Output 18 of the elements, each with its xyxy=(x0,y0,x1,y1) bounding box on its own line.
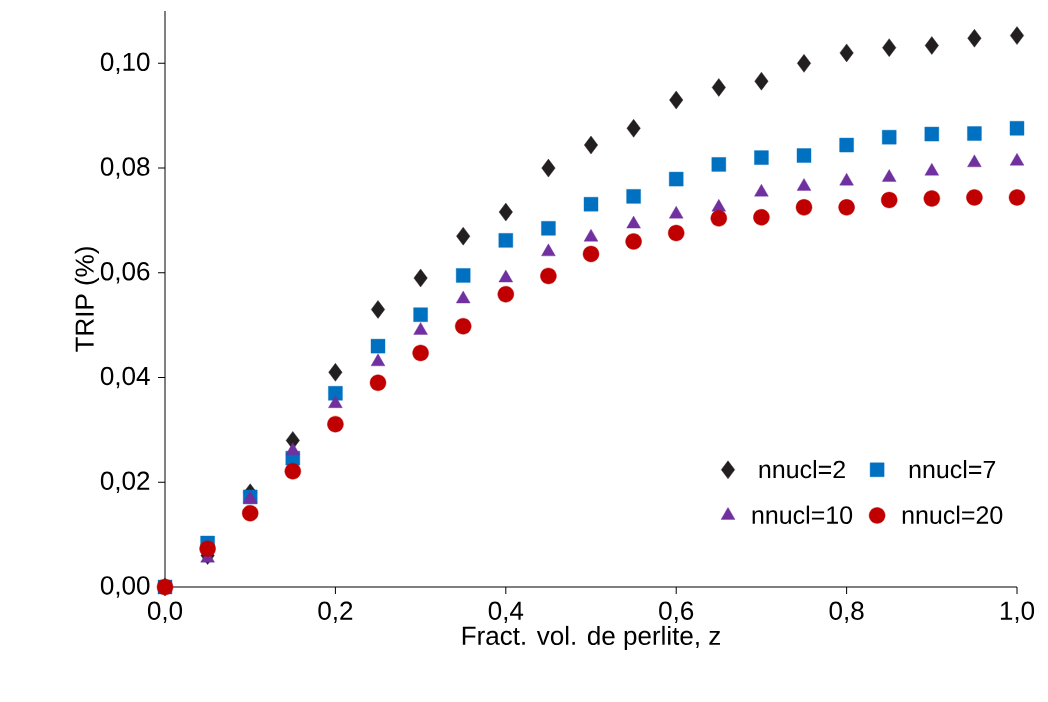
x-tick-label: 1,0 xyxy=(1000,601,1035,624)
legend-label: nnucl=20 xyxy=(902,505,1003,524)
x-axis-title: Fract. vol. de perlite, z xyxy=(462,625,720,651)
x-tick-label: 0,4 xyxy=(488,601,524,624)
x-tick-label: 0,2 xyxy=(318,601,353,624)
y-tick-label: 0,06 xyxy=(100,262,150,284)
y-axis-title: TRIP (%) xyxy=(74,247,99,352)
y-tick-label: 0,02 xyxy=(100,471,150,494)
y-tick-label: 0,00 xyxy=(100,576,150,598)
legend-label: nnucl=10 xyxy=(752,505,853,524)
x-tick-label: 0,6 xyxy=(659,601,694,624)
x-tick-label: 0,8 xyxy=(829,601,864,624)
y-tick-label: 0,04 xyxy=(100,366,150,389)
y-tick-label: 0,08 xyxy=(100,157,150,179)
legend-label: nnucl=7 xyxy=(909,459,996,479)
legend-label: nnucl=2 xyxy=(759,459,845,479)
x-tick-label: 0,0 xyxy=(147,601,183,624)
y-tick-label: 0,10 xyxy=(100,52,150,75)
